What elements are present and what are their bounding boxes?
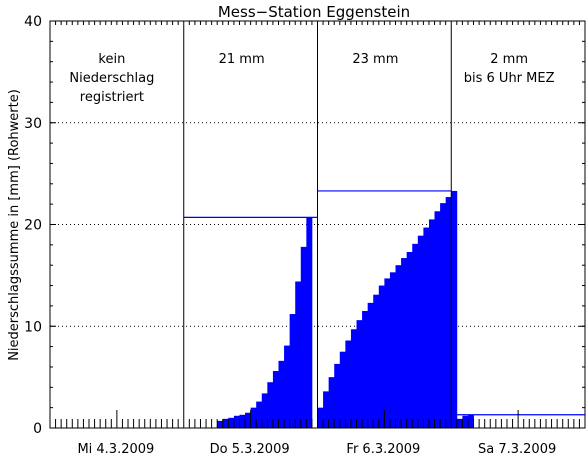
- bar: [272, 371, 279, 428]
- bar: [378, 285, 385, 428]
- bar: [217, 420, 224, 428]
- day-annotation: registriert: [80, 90, 144, 105]
- x-tick-label: Sa 7.3.2009: [478, 442, 556, 457]
- day-annotation: 2 mm: [490, 52, 528, 67]
- bar: [300, 246, 307, 428]
- bar: [284, 345, 291, 428]
- day-annotation: 23 mm: [352, 52, 398, 67]
- bar: [456, 418, 463, 428]
- x-tick-label: Do 5.3.2009: [210, 442, 290, 457]
- bar: [289, 314, 296, 428]
- bar: [250, 407, 257, 428]
- bar: [261, 393, 268, 428]
- bar: [306, 217, 313, 428]
- bar: [334, 363, 341, 428]
- bar: [350, 329, 357, 428]
- bar: [445, 197, 452, 428]
- bar: [222, 418, 229, 428]
- bar: [406, 251, 413, 428]
- bar: [356, 320, 363, 428]
- chart-title: Mess−Station Eggenstein: [218, 3, 410, 21]
- y-tick-label: 30: [24, 116, 42, 132]
- bar: [233, 415, 240, 428]
- bar: [423, 227, 430, 428]
- bar: [401, 258, 408, 428]
- bar: [428, 219, 435, 428]
- bar: [362, 310, 369, 428]
- bar: [345, 340, 352, 428]
- bar: [367, 302, 374, 428]
- bar: [256, 401, 263, 428]
- bar: [384, 278, 391, 428]
- bar: [451, 190, 458, 428]
- bar: [467, 414, 474, 428]
- bar: [228, 417, 235, 428]
- bar: [317, 407, 324, 428]
- y-tick-label: 20: [24, 218, 42, 234]
- bar: [434, 211, 441, 428]
- bar: [462, 415, 469, 428]
- plot-frame: [49, 20, 586, 429]
- bar: [328, 377, 335, 429]
- bar: [395, 265, 402, 428]
- bar: [295, 281, 302, 428]
- bar: [389, 272, 396, 428]
- x-tick-label: Fr 6.3.2009: [346, 442, 420, 457]
- bar: [278, 360, 285, 428]
- bar: [417, 235, 424, 428]
- bar: [245, 412, 252, 428]
- bar: [412, 243, 419, 428]
- bar: [373, 294, 380, 428]
- day-annotation: bis 6 Uhr MEZ: [464, 71, 555, 86]
- x-tick-label: Mi 4.3.2009: [77, 442, 154, 457]
- y-tick-label: 40: [24, 14, 42, 30]
- y-tick-label: 10: [24, 319, 42, 335]
- plot-area: 0 10 20 30 40 kein Niederschlag registriert Mi 4…: [24, 14, 586, 457]
- bar: [339, 351, 346, 428]
- y-axis-label: Niederschlagssumme in [mm] (Rohwerte): [7, 89, 22, 361]
- day-annotation: kein: [98, 52, 125, 67]
- bar: [239, 414, 246, 428]
- bar: [323, 391, 330, 428]
- y-tick-label: 0: [33, 421, 42, 437]
- day-annotation: Niederschlag: [69, 71, 154, 86]
- bar: [267, 382, 274, 428]
- day-annotation: 21 mm: [219, 52, 265, 67]
- bar: [440, 203, 447, 428]
